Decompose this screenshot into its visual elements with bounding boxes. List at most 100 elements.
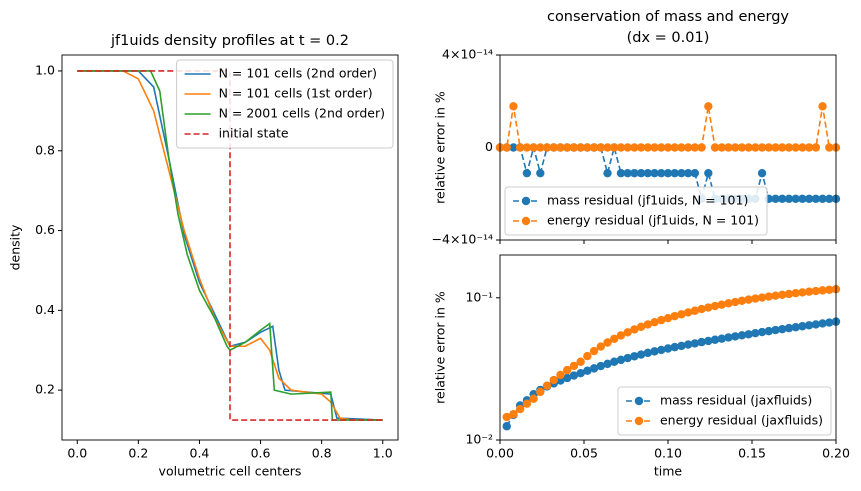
x-tick-label: 0.05 bbox=[570, 446, 598, 461]
marker bbox=[757, 168, 767, 178]
marker bbox=[677, 168, 686, 178]
marker bbox=[630, 143, 639, 152]
marker bbox=[603, 359, 612, 369]
marker bbox=[549, 375, 558, 385]
marker bbox=[542, 381, 552, 390]
marker bbox=[663, 168, 673, 178]
y-tick-label: 1.0 bbox=[35, 62, 55, 77]
marker bbox=[757, 143, 767, 152]
marker bbox=[536, 387, 545, 397]
marker bbox=[636, 168, 646, 178]
x-tick-label: 0.10 bbox=[654, 446, 682, 461]
marker bbox=[811, 320, 821, 329]
marker bbox=[623, 143, 632, 152]
marker bbox=[677, 341, 686, 351]
marker bbox=[616, 168, 626, 178]
series-line bbox=[77, 70, 383, 421]
marker bbox=[563, 365, 572, 375]
marker bbox=[690, 143, 700, 152]
marker bbox=[710, 301, 720, 311]
legend-frame bbox=[176, 59, 394, 149]
plot-area bbox=[77, 70, 383, 421]
y-axis-label: density bbox=[8, 224, 23, 270]
marker bbox=[690, 168, 700, 178]
legend-label: energy residual (jf1uids, N = 101) bbox=[547, 213, 759, 228]
marker bbox=[569, 361, 579, 371]
chart-panel: −4×10⁻¹⁴ 0 4×10⁻¹⁴ conservation of mass and… bbox=[432, 9, 841, 247]
marker bbox=[670, 143, 679, 152]
legend-label: initial state bbox=[219, 126, 289, 141]
marker bbox=[804, 287, 814, 296]
marker bbox=[583, 143, 592, 152]
axes-frame bbox=[61, 54, 399, 441]
marker bbox=[670, 342, 679, 352]
y-tick-label: 0.2 bbox=[35, 382, 55, 397]
marker bbox=[804, 143, 814, 152]
y-tick-label: 0 bbox=[485, 139, 493, 154]
marker bbox=[697, 143, 706, 152]
marker bbox=[583, 351, 592, 361]
marker bbox=[737, 143, 747, 152]
x-tick-label: 1.0 bbox=[373, 446, 393, 461]
y-tick-label: 0.6 bbox=[35, 222, 55, 237]
marker bbox=[616, 355, 626, 365]
marker bbox=[798, 322, 807, 331]
marker bbox=[784, 289, 794, 299]
marker bbox=[704, 102, 713, 111]
x-axis-label: volumetric cell centers bbox=[159, 464, 302, 479]
marker bbox=[744, 143, 753, 152]
marker bbox=[771, 143, 780, 152]
marker bbox=[502, 412, 511, 422]
marker bbox=[683, 168, 693, 178]
marker bbox=[751, 143, 760, 152]
marker bbox=[616, 143, 626, 152]
marker bbox=[529, 394, 538, 403]
marker bbox=[683, 143, 693, 152]
marker bbox=[569, 143, 579, 152]
y-tick-label: 0.8 bbox=[35, 142, 55, 157]
marker bbox=[751, 328, 760, 338]
marker bbox=[576, 368, 585, 378]
marker bbox=[610, 357, 619, 366]
marker bbox=[670, 168, 679, 178]
y-tick-label: 0.4 bbox=[35, 302, 55, 317]
series-line bbox=[500, 106, 836, 149]
legend: N = 101 cells (2nd order) N = 101 cells (… bbox=[176, 59, 394, 149]
legend-marker bbox=[634, 396, 644, 406]
marker bbox=[650, 168, 659, 178]
marker bbox=[623, 328, 632, 337]
marker bbox=[771, 194, 780, 204]
marker bbox=[549, 143, 558, 152]
marker bbox=[509, 102, 518, 111]
marker bbox=[630, 352, 639, 361]
marker bbox=[563, 373, 572, 383]
marker bbox=[757, 327, 767, 337]
marker bbox=[589, 143, 599, 152]
marker bbox=[731, 332, 740, 341]
marker bbox=[630, 168, 639, 178]
legend-marker bbox=[521, 216, 531, 226]
marker bbox=[778, 194, 787, 204]
marker bbox=[811, 286, 821, 296]
chart-title: conservation of mass and energy bbox=[547, 9, 789, 25]
chart-panel: 0.0 0.2 0.4 0.6 0.8 1.0 0.2 0.4 0.6 0.8 1.0 jf1uids… bbox=[8, 33, 399, 479]
marker bbox=[636, 350, 646, 359]
marker bbox=[643, 143, 653, 152]
x-tick-label: 0.2 bbox=[128, 446, 148, 461]
marker bbox=[791, 288, 800, 298]
marker bbox=[502, 143, 511, 152]
marker bbox=[650, 317, 659, 327]
marker bbox=[522, 399, 532, 408]
marker bbox=[663, 344, 673, 353]
chart-subtitle: (dx = 0.01) bbox=[627, 30, 710, 46]
marker bbox=[771, 325, 780, 335]
marker bbox=[818, 194, 827, 204]
legend-frame bbox=[617, 386, 832, 436]
marker bbox=[798, 143, 807, 152]
marker bbox=[825, 285, 834, 294]
marker bbox=[697, 304, 706, 314]
marker bbox=[596, 361, 605, 371]
marker bbox=[643, 168, 653, 178]
marker bbox=[778, 290, 787, 299]
marker bbox=[825, 318, 834, 327]
